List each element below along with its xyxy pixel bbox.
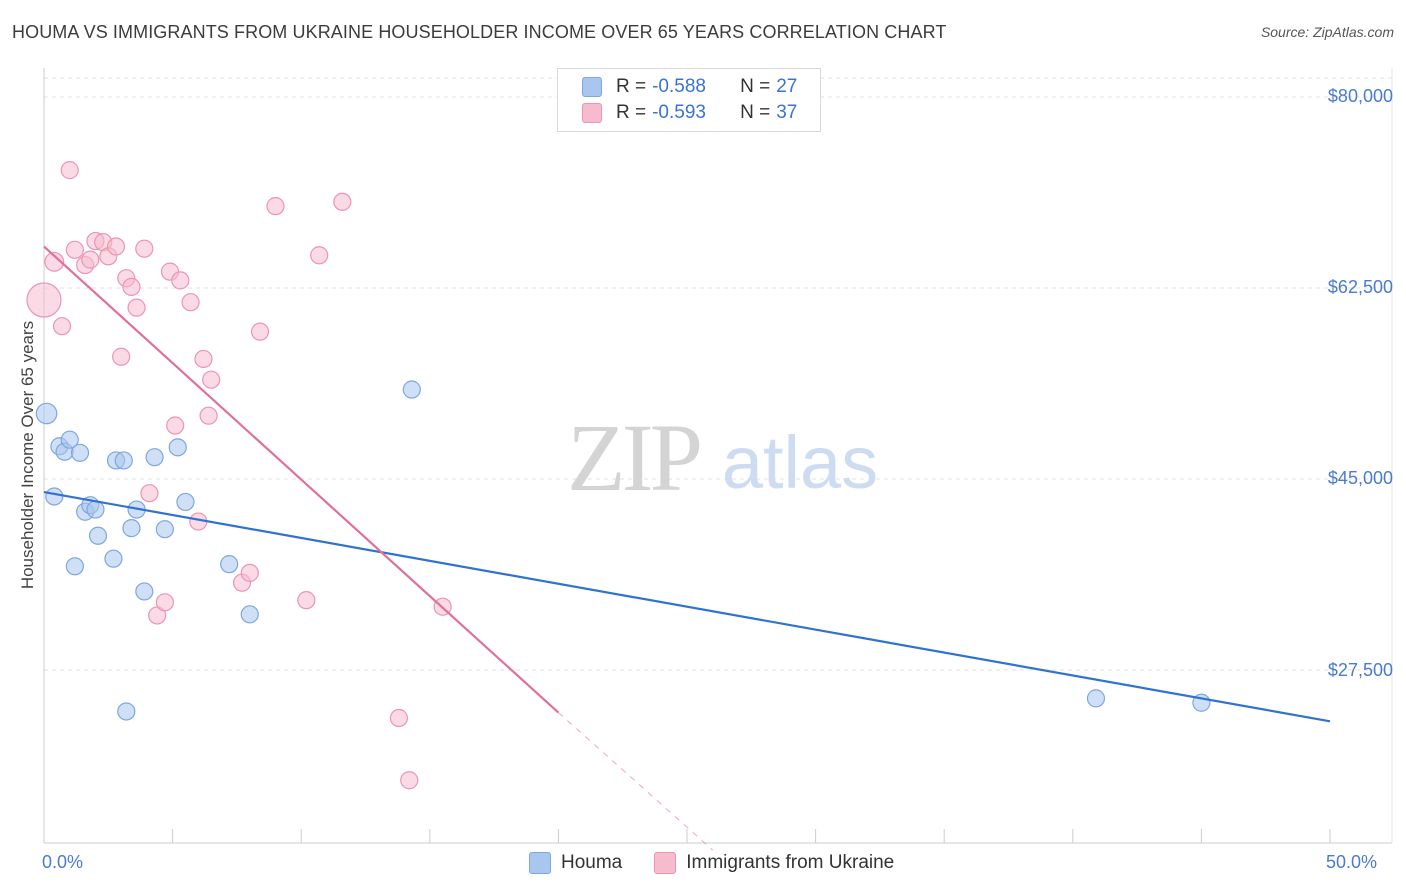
series-legend: Houma Immigrants from Ukraine <box>529 852 926 874</box>
point-houma <box>145 448 164 467</box>
trend-line-ukraine-extension <box>558 712 714 851</box>
watermark-zip: ZIP <box>567 404 700 511</box>
point-ukraine <box>127 298 146 317</box>
point-houma <box>240 605 259 624</box>
chart-title: HOUMA VS IMMIGRANTS FROM UKRAINE HOUSEHO… <box>12 22 947 42</box>
trend-line-ukraine <box>43 245 560 714</box>
point-houma <box>220 555 239 574</box>
point-houma <box>122 519 141 538</box>
r-label: R = <box>616 102 647 123</box>
point-houma <box>155 520 174 539</box>
point-houma <box>88 526 108 545</box>
point-ukraine <box>140 484 159 503</box>
point-ukraine <box>240 563 259 582</box>
point-houma <box>1086 689 1106 708</box>
point-ukraine <box>333 192 352 211</box>
trend-line-houma <box>43 491 1331 723</box>
source-label: Source: ZipAtlas.com <box>1260 24 1394 40</box>
legend-item-ukraine: Immigrants from Ukraine <box>654 852 894 874</box>
x-tick-label-min: 0.0% <box>42 852 84 872</box>
r-label: R = <box>616 76 647 97</box>
scatter-points <box>26 161 1211 790</box>
point-ukraine <box>400 771 419 790</box>
point-houma <box>60 430 79 449</box>
y-tick-label: $45,000 <box>1327 468 1393 488</box>
point-houma <box>65 557 84 576</box>
point-ukraine <box>122 277 141 297</box>
point-ukraine <box>250 322 270 341</box>
n-label: N = <box>740 102 771 123</box>
y-axis-label: Householder Income Over 65 years <box>18 320 37 590</box>
legend-swatch-houma <box>582 77 602 97</box>
point-ukraine <box>155 593 174 612</box>
point-houma <box>135 582 154 601</box>
correlation-legend: R = -0.588 N = 27 R = -0.593 N = 37 <box>557 68 821 132</box>
point-ukraine <box>171 271 190 290</box>
y-tick-label: $80,000 <box>1327 86 1393 106</box>
n-value-houma: 27 <box>776 76 798 97</box>
r-value-ukraine: -0.593 <box>652 102 706 123</box>
legend-label-houma: Houma <box>561 852 623 873</box>
x-tick-label-max: 50.0% <box>1326 852 1378 872</box>
watermark-atlas: atlas <box>722 421 878 504</box>
n-label: N = <box>740 76 771 97</box>
trend-lines <box>43 245 1331 851</box>
y-tick-label: $27,500 <box>1327 660 1393 680</box>
legend-swatch-houma <box>529 852 551 874</box>
point-ukraine <box>199 406 218 425</box>
point-houma <box>117 702 136 721</box>
point-houma <box>45 487 64 506</box>
point-houma <box>168 438 187 457</box>
point-ukraine <box>266 197 285 216</box>
point-ukraine <box>106 237 126 256</box>
legend-row-ukraine: R = -0.593 N = 37 <box>582 101 797 125</box>
point-houma <box>86 500 105 519</box>
point-houma <box>176 492 195 512</box>
n-value-ukraine: 37 <box>776 102 798 123</box>
y-tick-label: $62,500 <box>1327 277 1393 297</box>
point-houma <box>104 549 123 568</box>
r-value-houma: -0.588 <box>652 76 706 97</box>
axes <box>43 68 1393 844</box>
point-ukraine <box>60 161 79 180</box>
legend-swatch-ukraine <box>582 103 602 123</box>
point-ukraine <box>44 251 65 272</box>
point-ukraine <box>52 317 72 336</box>
watermark: ZIP atlas <box>567 404 878 511</box>
legend-swatch-ukraine <box>654 852 677 874</box>
point-ukraine <box>112 347 131 366</box>
point-houma <box>402 380 421 399</box>
point-ukraine <box>202 370 221 389</box>
legend-item-houma: Houma <box>529 852 622 874</box>
point-houma <box>70 443 90 462</box>
point-ukraine <box>181 293 200 312</box>
point-ukraine <box>81 250 100 269</box>
point-houma <box>114 451 133 470</box>
point-ukraine <box>389 708 409 728</box>
point-houma <box>35 402 58 425</box>
point-ukraine <box>310 246 329 265</box>
point-ukraine <box>135 239 154 258</box>
point-ukraine <box>166 416 185 435</box>
point-ukraine <box>26 282 62 318</box>
legend-row-houma: R = -0.588 N = 27 <box>582 75 797 99</box>
point-ukraine <box>194 349 213 369</box>
legend-label-ukraine: Immigrants from Ukraine <box>686 852 895 873</box>
point-ukraine <box>65 240 84 259</box>
point-ukraine <box>297 591 316 610</box>
